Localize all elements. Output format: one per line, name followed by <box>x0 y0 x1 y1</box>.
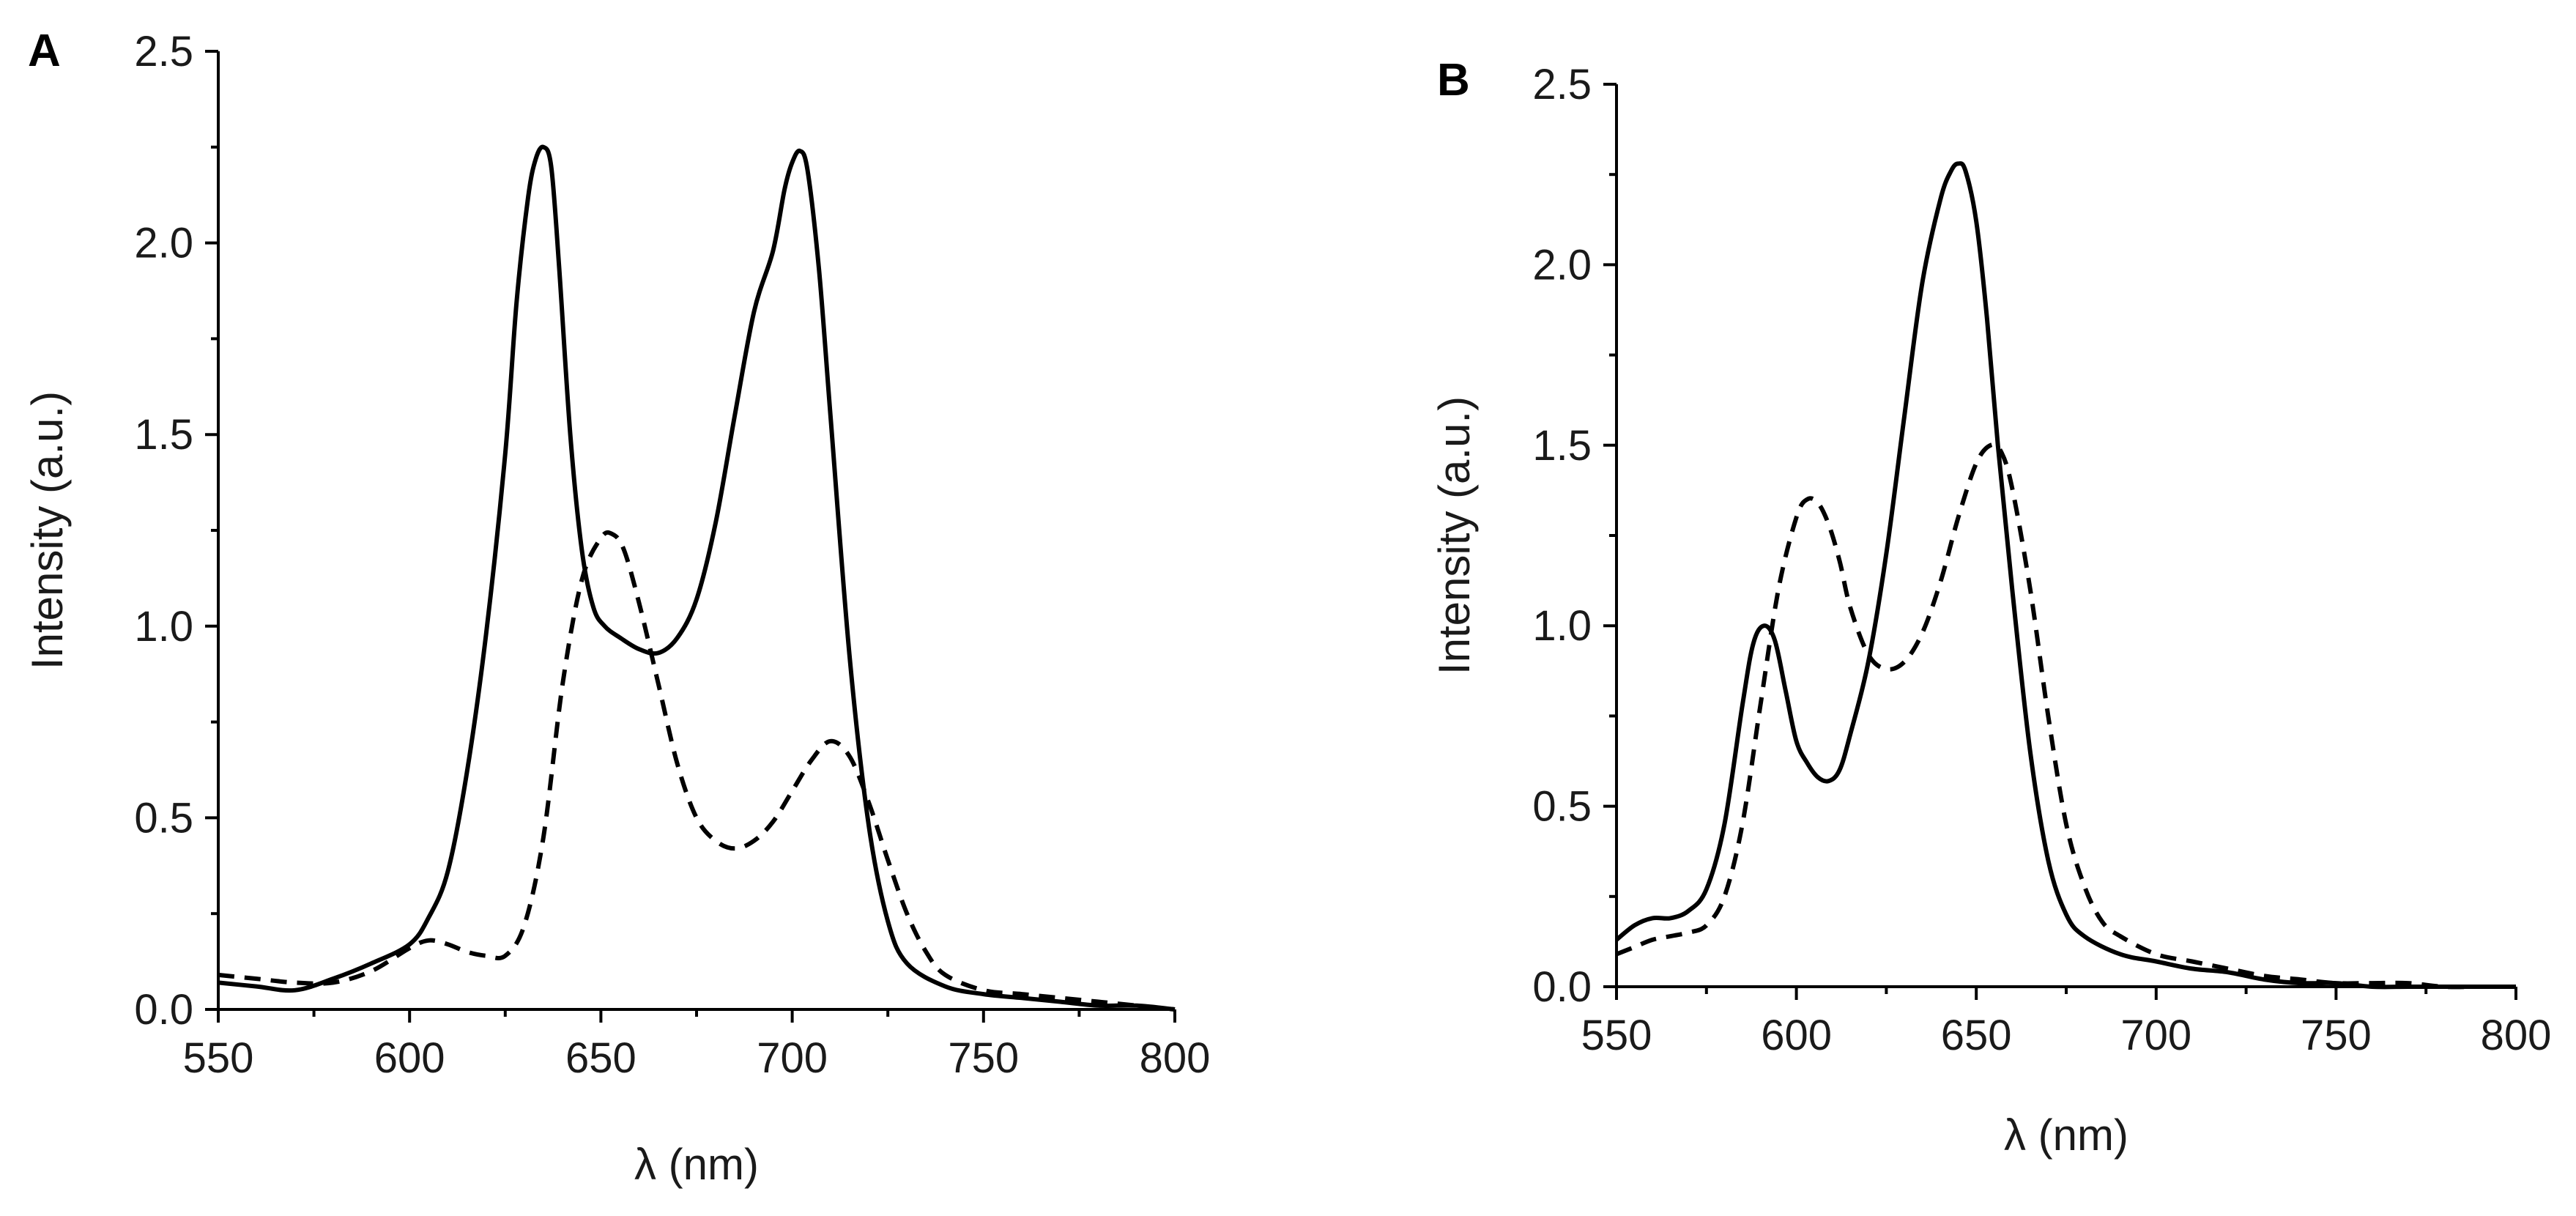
panel-b-x-tick-label: 800 <box>2481 1012 2552 1059</box>
panel-a-y-tick-label: 0.5 <box>134 794 193 842</box>
panel-b-x-tick-label: 600 <box>1761 1012 1832 1059</box>
panel-a-x-tick-label: 800 <box>1140 1034 1211 1082</box>
panel-b-y-tick-label: 2.0 <box>1532 241 1592 289</box>
panel-a-series-solid <box>218 144 1176 1012</box>
panel-a-x-tick-label: 600 <box>374 1034 445 1082</box>
panel-b-x-axis-title: λ (nm) <box>2004 1111 2128 1160</box>
panel-b-label: B <box>1437 55 1470 105</box>
panel-a: A 550 600 650 700 750 800 0.00.51.01.52.02.5 … <box>23 26 1210 1189</box>
panel-b-x-tick-label: 550 <box>1581 1012 1652 1059</box>
panel-a-x-axis-title: λ (nm) <box>634 1140 759 1189</box>
panel-a-x-ticks: 550 600 650 700 750 800 <box>183 1009 1211 1082</box>
panel-b-y-tick-label: 1.0 <box>1532 602 1592 650</box>
panel-b-series-dashed <box>1615 442 2516 990</box>
panel-a-x-tick-label: 750 <box>948 1034 1019 1082</box>
panel-b-y-tick-label: 2.5 <box>1532 61 1592 108</box>
panel-a-y-tick-label: 1.0 <box>134 603 193 650</box>
panel-b-y-ticks: 0.0 0.5 1.0 1.5 2.0 2.5 <box>1532 61 1617 1011</box>
panel-a-series <box>218 144 1176 1012</box>
panel-b-x-tick-label: 750 <box>2301 1012 2372 1059</box>
panel-b-y-tick-label: 0.5 <box>1532 783 1592 831</box>
panel-a-y-tick-label: 2.0 <box>134 220 193 267</box>
panel-a-y-tick-label: 1.5 <box>134 411 193 459</box>
panel-a-y-tick-label: 0.0 <box>134 986 193 1034</box>
panel-b-series-solid <box>1615 161 2516 990</box>
panel-b-series <box>1615 161 2516 990</box>
panel-b-x-ticks: 550 600 650 700 750 800 <box>1581 987 2552 1059</box>
panel-a-series-dashed <box>218 530 1176 1012</box>
panel-b-x-tick-label: 650 <box>1941 1012 2012 1059</box>
panel-b-x-tick-label: 700 <box>2120 1012 2191 1059</box>
panel-a-x-tick-label: 550 <box>183 1034 254 1082</box>
panel-a-x-tick-label: 700 <box>757 1034 828 1082</box>
panel-a-y-tick-label: 2.5 <box>134 28 193 75</box>
panel-a-y-axis-title: Intensity (a.u.) <box>23 391 72 670</box>
panel-a-x-tick-label: 650 <box>565 1034 636 1082</box>
panel-b: B 550 600 650 700 750 800 0.00.51.01.52.02.5 … <box>1430 55 2551 1160</box>
panel-a-y-ticks: 0.0 0.5 1.0 1.5 2.0 2.5 <box>134 28 218 1034</box>
panel-a-label: A <box>28 26 61 76</box>
panel-b-y-tick-label: 1.5 <box>1532 422 1592 470</box>
panel-b-y-axis-title: Intensity (a.u.) <box>1430 396 1479 675</box>
panel-b-y-tick-label: 0.0 <box>1532 963 1592 1011</box>
